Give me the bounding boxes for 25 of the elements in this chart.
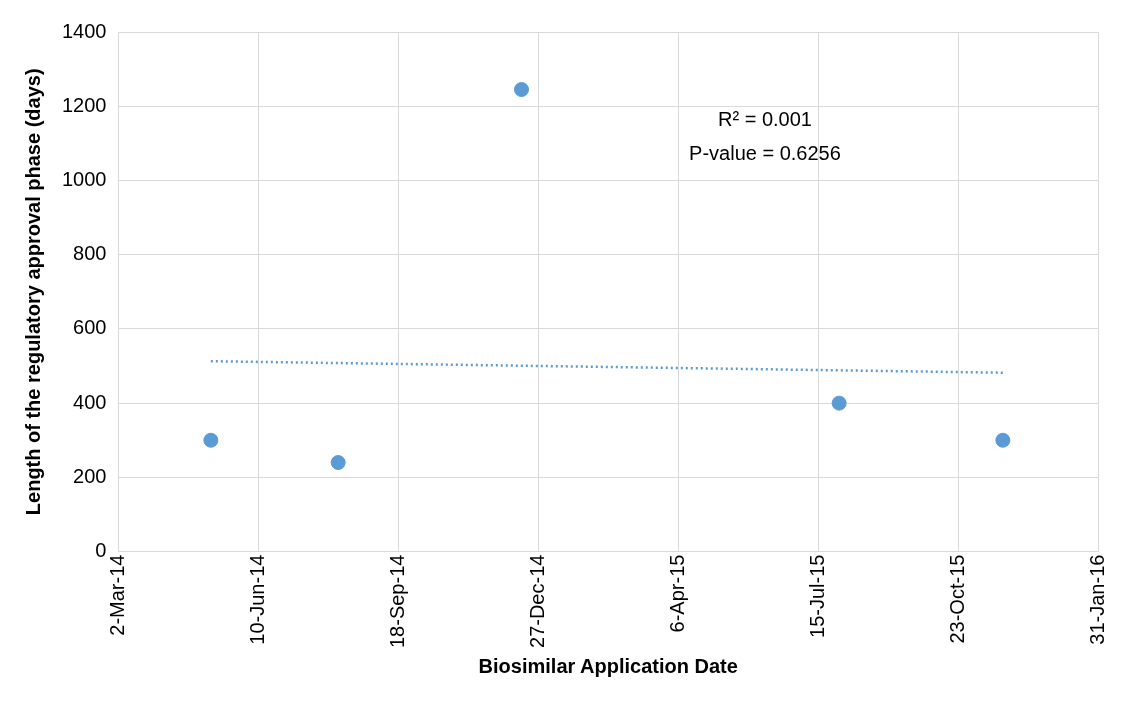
y-tick-label: 600 bbox=[73, 316, 107, 339]
point bbox=[831, 395, 847, 411]
y-tick-label: 1200 bbox=[61, 93, 107, 116]
point bbox=[513, 82, 529, 98]
point bbox=[995, 432, 1011, 448]
x-tick-label: 18-Sep-14 bbox=[385, 554, 408, 649]
annotation: P-value = 0.6256 bbox=[689, 141, 841, 164]
x-tick-label: 27-Dec-14 bbox=[525, 554, 548, 648]
x-tick-label: 2-Mar-14 bbox=[106, 554, 129, 636]
x-tick-label: 31-Jan-16 bbox=[1085, 554, 1108, 645]
point bbox=[203, 432, 219, 448]
x-axis-title: Biosimilar Application Date bbox=[478, 654, 738, 677]
y-tick-label: 1000 bbox=[61, 167, 107, 190]
y-tick-label: 1400 bbox=[61, 19, 107, 42]
y-tick-label: 400 bbox=[73, 390, 107, 413]
y-tick-label: 0 bbox=[95, 539, 107, 562]
annotation: R² = 0.001 bbox=[717, 107, 812, 130]
y-tick-label: 200 bbox=[73, 464, 107, 487]
y-tick-label: 800 bbox=[73, 242, 107, 265]
x-tick-label: 10-Jun-14 bbox=[245, 554, 268, 645]
point bbox=[330, 455, 346, 471]
x-tick-label: 6-Apr-15 bbox=[665, 554, 688, 633]
x-tick-label: 15-Jul-15 bbox=[805, 554, 828, 638]
y-axis-title: Length of the regulatory approval phase (days) bbox=[21, 68, 44, 516]
x-tick-label: 23-Oct-15 bbox=[945, 554, 968, 644]
